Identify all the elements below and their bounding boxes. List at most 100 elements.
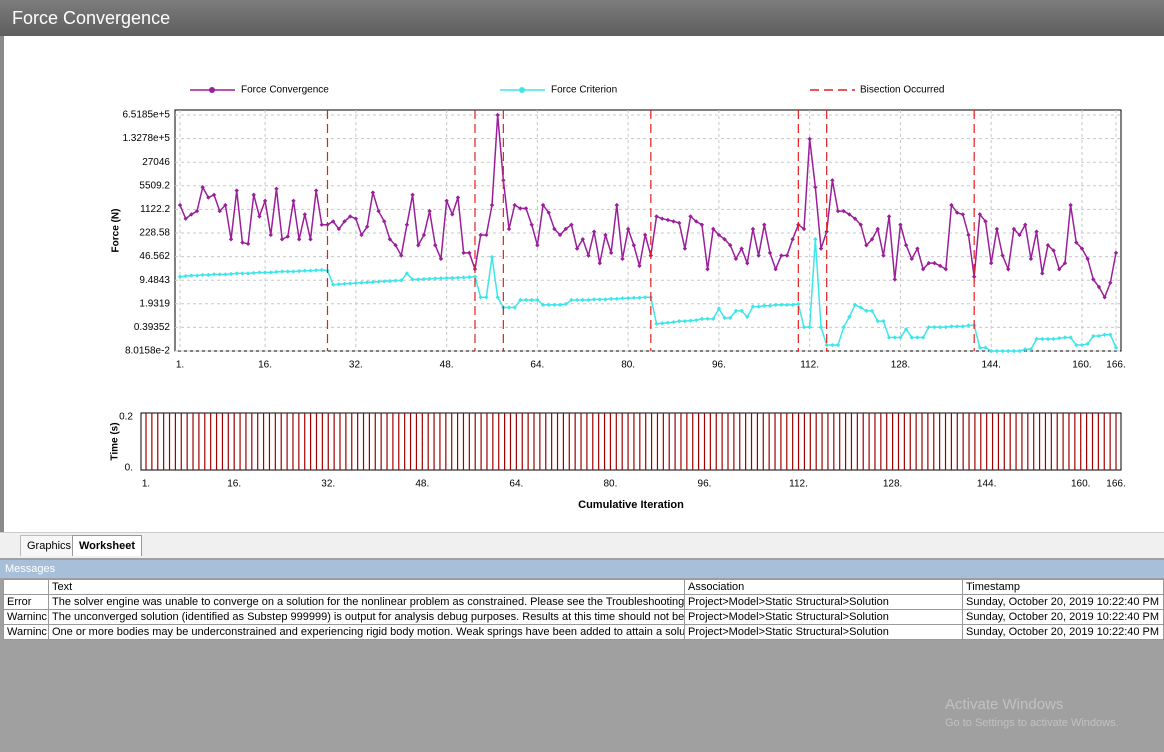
point (847, 314, 852, 320)
point (438, 256, 444, 262)
point (909, 335, 914, 340)
point (971, 274, 977, 279)
point (591, 229, 597, 234)
point (677, 220, 682, 226)
point (1062, 335, 1068, 340)
point (365, 224, 370, 229)
point (268, 232, 273, 238)
point (472, 274, 478, 279)
point (177, 274, 183, 279)
tab[interactable]: Graphics (20, 535, 79, 556)
point (932, 324, 937, 330)
point (796, 301, 801, 307)
point (455, 195, 461, 200)
point (926, 260, 931, 266)
point (954, 210, 960, 215)
point (274, 269, 279, 275)
point (211, 192, 217, 198)
point (523, 297, 529, 303)
message-cell: Error (3, 594, 49, 610)
point (194, 273, 200, 278)
point (535, 243, 540, 248)
point (943, 324, 949, 330)
point (784, 302, 790, 308)
point (461, 250, 466, 256)
point (177, 202, 183, 208)
x-tick-label: 166. (1106, 479, 1125, 490)
point (625, 296, 631, 301)
point (733, 256, 739, 262)
point (728, 315, 733, 321)
point (915, 335, 920, 340)
x-tick-label: 16. (258, 360, 272, 371)
point (308, 237, 313, 242)
message-row[interactable]: Warninc One or more bodies may be underco… (3, 624, 1164, 640)
message-cell: Project>Model>Static Structural>Solution (684, 624, 963, 640)
point (608, 296, 614, 302)
point (773, 302, 778, 308)
point (949, 202, 954, 208)
point (427, 276, 432, 282)
point (342, 219, 347, 224)
point (813, 237, 818, 242)
message-cell: The unconverged solution (identified as … (48, 609, 685, 625)
point (410, 277, 415, 282)
x-tick-label: 96. (698, 479, 712, 490)
point (966, 232, 971, 238)
point (830, 342, 835, 348)
point (234, 271, 239, 276)
point (206, 272, 211, 278)
point (376, 279, 381, 284)
y-tick-label: 1.9319 (139, 298, 170, 309)
point (308, 268, 313, 273)
point (637, 263, 642, 269)
point (852, 216, 858, 221)
legend-label: Bisection Occurred (860, 85, 944, 96)
message-row[interactable]: Warninc The unconverged solution (identif… (3, 609, 1164, 625)
point (353, 216, 359, 221)
point (1074, 342, 1079, 348)
point (886, 214, 892, 219)
message-row[interactable]: Error The solver engine was unable to con… (3, 594, 1164, 610)
series-line (179, 239, 1117, 352)
point (302, 212, 307, 217)
point (302, 268, 307, 273)
message-cell: Project>Model>Static Structural>Solution (684, 609, 963, 625)
x-tick-label: 80. (621, 360, 635, 371)
point (841, 208, 846, 214)
y-tick-label: 27046 (142, 157, 170, 168)
point (807, 136, 812, 142)
point (586, 253, 591, 258)
point (722, 237, 727, 242)
point (421, 232, 427, 238)
point (279, 269, 285, 274)
point (535, 297, 540, 303)
x-tick-label: 144. (977, 479, 996, 490)
watermark: Go to Settings to activate Windows. (945, 717, 1119, 729)
point (881, 318, 886, 324)
tab-bar: Graphics Worksheet (0, 532, 1164, 558)
watermark: Activate Windows (945, 696, 1064, 713)
point (427, 208, 432, 214)
point (313, 268, 319, 273)
point (903, 243, 909, 248)
tab-active[interactable]: Worksheet (72, 535, 143, 556)
point (404, 271, 410, 276)
point (716, 306, 722, 311)
point (920, 266, 926, 272)
point (382, 219, 387, 224)
point (512, 202, 517, 208)
point (574, 297, 580, 303)
point (285, 269, 290, 274)
point (989, 260, 994, 266)
point (484, 295, 489, 300)
point (370, 190, 376, 195)
point (762, 222, 767, 227)
point (262, 198, 268, 204)
point (608, 250, 614, 256)
point (404, 222, 410, 227)
point (625, 226, 631, 232)
point (211, 272, 217, 277)
point (915, 246, 920, 251)
point (750, 304, 756, 309)
